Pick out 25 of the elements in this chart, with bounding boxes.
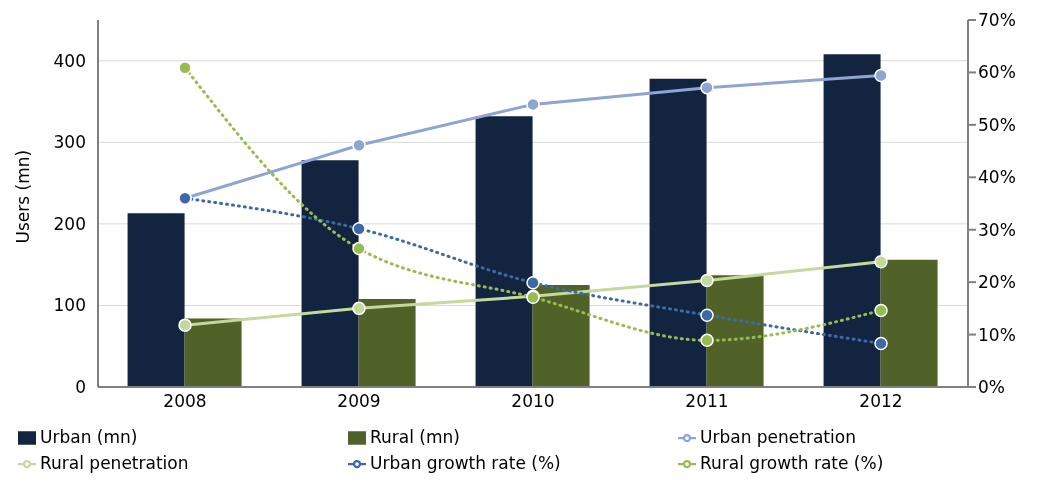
y2-tick-label: 20% — [978, 272, 1016, 293]
x-tick-label: 2011 — [685, 391, 729, 412]
legend-label: Urban penetration — [700, 427, 856, 447]
y2-tick-label: 10% — [978, 324, 1016, 345]
y-tick-label: 200 — [53, 213, 86, 234]
y-tick-label: 100 — [53, 295, 86, 316]
y-axis-title: Users (mn) — [13, 149, 34, 244]
y2-tick-label: 50% — [978, 114, 1016, 135]
legend-label: Urban growth rate (%) — [370, 453, 561, 473]
legend-label: Rural penetration — [40, 453, 189, 473]
y2-tick-label: 0% — [978, 377, 1005, 398]
legend-label: Rural (mn) — [370, 427, 460, 447]
y2-tick-label: 30% — [978, 219, 1016, 240]
y-tick-label: 0 — [75, 377, 86, 397]
x-tick-label: 2012 — [859, 391, 903, 412]
y-tick-label: 300 — [53, 132, 86, 153]
y-tick-label: 400 — [53, 50, 86, 71]
x-tick-label: 2009 — [337, 391, 381, 412]
y2-tick-label: 70% — [978, 10, 1016, 31]
y2-tick-label: 60% — [978, 62, 1016, 83]
x-tick-label: 2008 — [163, 391, 207, 412]
y2-tick-label: 40% — [978, 167, 1016, 188]
legend-label: Rural growth rate (%) — [700, 453, 884, 473]
x-tick-label: 2010 — [511, 391, 555, 412]
legend-label: Urban (mn) — [40, 427, 138, 447]
